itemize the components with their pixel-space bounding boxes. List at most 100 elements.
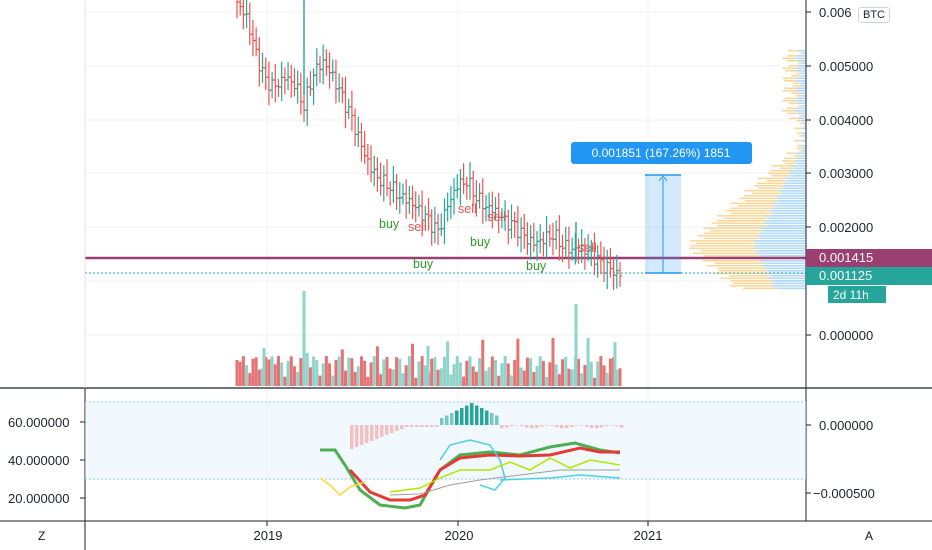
volume-bar [462, 376, 466, 386]
volume-profile-bar-up [804, 137, 806, 140]
volume-profile-bar-down [771, 207, 806, 210]
volume-bar [366, 376, 370, 386]
histogram-bar [375, 425, 379, 439]
currency-badge[interactable]: BTC [858, 7, 890, 23]
volume-profile-bar-up [798, 150, 803, 152]
volume-bar [509, 375, 513, 386]
volume-bar [478, 358, 482, 386]
grid-lines [85, 0, 806, 521]
volume-bar [398, 358, 402, 386]
histogram-bar [465, 405, 469, 425]
histogram-bar [450, 413, 454, 425]
volume-profile-bar-up [716, 220, 766, 222]
volume-profile-bar-up [758, 187, 785, 190]
volume-profile-bar-up [788, 117, 799, 120]
volume-profile-bar-down [761, 265, 806, 267]
volume-bar [583, 365, 587, 386]
volume-bar [369, 362, 373, 386]
histogram-bar [595, 425, 599, 429]
histogram-bar [495, 415, 499, 425]
histogram-bar [525, 425, 529, 428]
volume-bar [605, 372, 609, 386]
volume-profile-bar-down [772, 202, 806, 205]
volume-profile-bar-down [798, 117, 806, 120]
volume-profile-bar-up [768, 172, 789, 175]
volume-profile-bar-down [795, 80, 806, 82]
volume-profile-bar-up [724, 217, 770, 220]
volume-profile-bar-up [692, 252, 756, 255]
volume-profile-bar-up [786, 112, 798, 115]
volume-bar [615, 369, 619, 386]
volume-profile-bar-down [771, 275, 806, 277]
histogram-bar [355, 425, 359, 447]
indicator-line-red [348, 446, 620, 502]
time-axis[interactable]: 2019 2020 2021 [254, 521, 663, 543]
auto-scale-button[interactable]: A [865, 529, 874, 543]
signal-label: buy [470, 235, 491, 249]
volume-bar [276, 356, 280, 386]
volume-bar [324, 356, 328, 386]
volume-bar [561, 359, 565, 386]
volume-profile-bar-down [788, 172, 806, 175]
histogram-bar [455, 410, 459, 425]
volume-bar [516, 338, 520, 386]
volume-profile-bar-up [785, 162, 797, 165]
indicator-right-tick: −0.000500 [813, 486, 875, 501]
price-axis[interactable]: 0.006 0.005000 0.004000 0.003000 0.00200… [806, 5, 873, 343]
volume-profile-bar-up [782, 90, 796, 92]
volume-profile-bar-down [772, 212, 806, 215]
histogram-bar [365, 425, 369, 443]
histogram-bar [400, 425, 404, 429]
volume-bar [337, 356, 341, 386]
volume-bar [296, 371, 300, 386]
volume-profile-bar-down [769, 217, 806, 220]
volume-profile-bar-up [730, 280, 773, 282]
volume-profile-bar-up [788, 50, 799, 52]
measure-tooltip-text: 0.001851 (167.26%) 1851 [592, 146, 731, 160]
volume-bar [379, 374, 383, 386]
volume-profile-bar-down [800, 140, 806, 142]
indicator-left-tick: 60.000000 [8, 415, 69, 430]
histogram-bar [585, 425, 589, 427]
volume-profile-bar-up [782, 77, 796, 80]
histogram-bar [500, 425, 504, 429]
volume-bar [613, 342, 617, 386]
volume-profile-bar-down [776, 197, 806, 200]
volume-bar [589, 361, 593, 386]
volume-profile-bar-down [795, 77, 806, 80]
volume-bar [548, 362, 552, 386]
volume-bar [235, 360, 239, 386]
measure-arrowhead [658, 175, 668, 182]
indicator-right-axis[interactable]: 0.000000 −0.000500 [806, 418, 875, 501]
volume-profile-bar-down [759, 260, 806, 262]
time-tick-label: 2020 [445, 528, 474, 543]
histogram-bar [600, 425, 604, 428]
volume-profile-bar-down [801, 147, 806, 150]
histogram-bar [570, 425, 574, 427]
volume-profile-bar-up [715, 262, 766, 265]
volume-bar [608, 358, 612, 386]
volume-profile-bar-up [758, 177, 785, 180]
volume-profile-bar-down [795, 57, 806, 60]
volume-profile-bar-up [789, 65, 799, 67]
zoom-reset-button[interactable]: Z [38, 529, 46, 543]
volume-bar [541, 360, 545, 386]
histogram-bar [390, 425, 394, 433]
volume-bar [331, 375, 335, 386]
volume-bar [529, 358, 533, 386]
volume-profile-bar-down [800, 82, 806, 85]
volume-profile-bar-down [800, 127, 806, 130]
indicator-left-axis[interactable]: 60.000000 40.000000 20.000000 [8, 415, 85, 506]
volume-bar [557, 374, 561, 386]
volume-bar [442, 356, 446, 386]
volume-bar [446, 341, 450, 386]
volume-profile-bar-up [799, 122, 804, 125]
volume-profile-bar-down [753, 240, 806, 242]
volume-profile-bar-down [784, 177, 806, 180]
volume-profile-bar-up [743, 195, 778, 197]
volume-profile-bar-up [798, 115, 803, 117]
volume-bar [433, 357, 437, 386]
volume-profile-bar-up [785, 152, 797, 155]
volume-profile-bar-up [688, 247, 754, 250]
